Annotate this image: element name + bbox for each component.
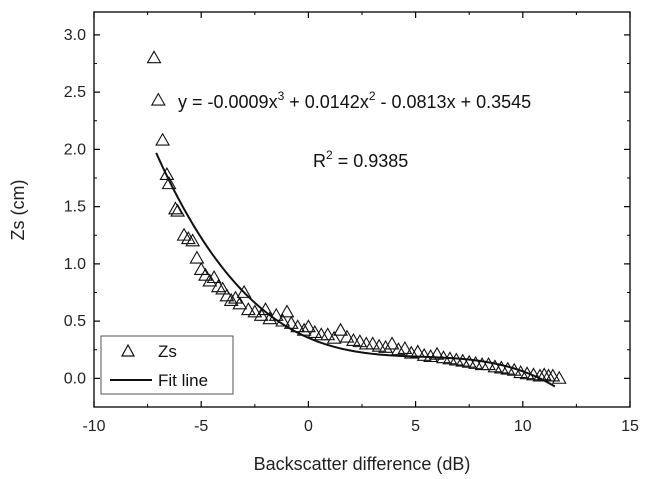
data-point	[262, 311, 278, 325]
data-point	[185, 233, 201, 247]
data-point	[296, 322, 312, 336]
data-point	[161, 176, 177, 190]
equation-part-1: y = -0.0009x	[178, 92, 278, 112]
axis-ticks: -10 -5 0 5 10 15 0.0 0.5 1.0 1.5 2.0 2.5 3.0	[64, 12, 639, 435]
data-point	[384, 336, 400, 350]
fit-equation: y = -0.0009x3 + 0.0142x2 - 0.0813x + 0.3…	[178, 89, 531, 112]
y-tick-label: 1.0	[64, 256, 86, 273]
legend: Zs Fit line	[100, 335, 234, 395]
equation-exponent-3: 3	[278, 89, 285, 103]
data-point	[300, 319, 316, 333]
equation-part-2: + 0.0142x	[284, 92, 369, 112]
y-axis-title: Zs (cm)	[8, 180, 28, 241]
data-point	[481, 357, 496, 371]
data-point	[193, 262, 209, 276]
data-point	[210, 279, 226, 293]
data-point	[202, 273, 218, 287]
data-point	[215, 281, 231, 295]
data-point	[283, 315, 299, 329]
y-tick-label: 0.5	[64, 313, 86, 330]
data-point	[232, 296, 248, 310]
data-point	[326, 330, 342, 344]
data-point	[365, 336, 381, 350]
data-point	[416, 347, 432, 361]
x-axis-title: Backscatter difference (dB)	[254, 454, 471, 474]
x-tick-label: -10	[82, 418, 105, 435]
data-point	[506, 362, 522, 376]
data-point	[333, 322, 349, 336]
data-point	[290, 319, 306, 333]
data-point	[403, 345, 419, 359]
data-point	[391, 342, 406, 356]
y-tick-label: 3.0	[64, 27, 86, 44]
data-point	[397, 341, 413, 355]
data-point	[410, 344, 426, 358]
data-point	[176, 227, 192, 241]
data-point	[180, 231, 196, 245]
data-point	[378, 339, 394, 353]
data-point	[223, 292, 239, 306]
legend-triangle-icon	[120, 343, 136, 357]
data-point	[155, 132, 171, 146]
data-point	[551, 370, 567, 384]
y-tick-label: 2.5	[64, 84, 86, 101]
data-point	[307, 324, 323, 339]
r-squared-value: = 0.9385	[333, 151, 409, 171]
fit-line-layer	[155, 152, 556, 388]
x-tick-label: 5	[411, 418, 420, 435]
x-tick-label: 10	[514, 418, 532, 435]
data-point	[240, 302, 256, 316]
y-tick-label: 0.0	[64, 370, 86, 387]
data-point	[146, 50, 162, 64]
legend-label-fit: Fit line	[158, 371, 208, 390]
data-point	[429, 346, 445, 360]
data-point	[168, 201, 183, 215]
data-point	[189, 250, 205, 264]
data-point	[545, 368, 561, 382]
r-squared: R2 = 0.9385	[313, 148, 408, 171]
data-point	[320, 327, 336, 341]
data-point	[345, 332, 361, 347]
data-point	[352, 334, 368, 348]
x-tick-label: 0	[304, 418, 313, 435]
data-point	[198, 267, 213, 281]
r-squared-prefix: R	[313, 151, 326, 171]
equation-exponent-2: 2	[369, 89, 376, 103]
data-point	[532, 368, 548, 382]
x-tick-label: -5	[194, 418, 208, 435]
data-point	[150, 92, 166, 106]
legend-box	[100, 335, 234, 395]
data-point	[170, 203, 186, 217]
data-point	[247, 304, 263, 318]
data-point	[339, 329, 355, 343]
data-point	[268, 307, 284, 321]
y-tick-label: 2.0	[64, 141, 86, 158]
data-point	[536, 367, 552, 381]
data-point	[258, 302, 273, 316]
data-point	[423, 349, 439, 363]
legend-label-zs: Zs	[158, 342, 177, 361]
data-point	[159, 166, 175, 181]
data-point	[236, 284, 252, 298]
equation-part-3: - 0.0813x + 0.3545	[376, 92, 532, 112]
fit-line	[155, 152, 556, 388]
data-point	[206, 270, 222, 284]
data-point	[275, 313, 291, 327]
data-point	[279, 304, 295, 318]
r-squared-exponent: 2	[326, 148, 333, 162]
x-tick-label: 15	[621, 418, 639, 435]
data-points-layer	[146, 50, 567, 384]
y-tick-label: 1.5	[64, 199, 86, 216]
